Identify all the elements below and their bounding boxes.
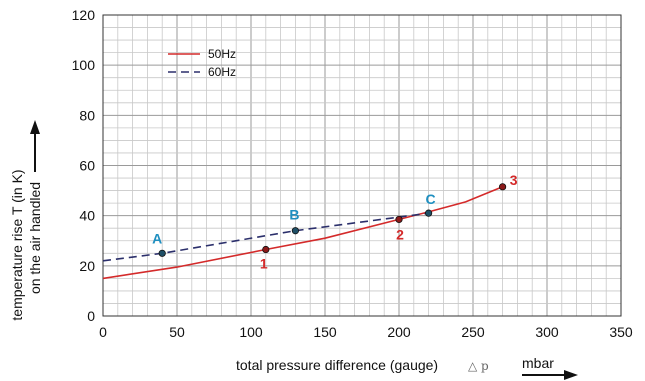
x-tick-label: 50 <box>169 324 185 340</box>
point-label-1: 1 <box>260 256 268 272</box>
point-1 <box>262 245 270 254</box>
point-label-2: 2 <box>396 226 404 242</box>
y-tick-label: 20 <box>79 258 95 274</box>
x-tick-label: 100 <box>239 324 263 340</box>
y-tick-label: 120 <box>72 7 96 23</box>
x-tick-label: 150 <box>313 324 337 340</box>
y-tick-label: 80 <box>79 107 95 123</box>
grid <box>102 14 622 317</box>
point-b <box>291 227 299 235</box>
x-axis-unit: mbar <box>522 355 554 371</box>
x-axis-symbol: △ p <box>468 359 489 373</box>
y-tick-labels: 0 20 40 60 80 100 120 <box>72 7 96 324</box>
x-tick-label: 0 <box>99 324 107 340</box>
y-tick-label: 60 <box>79 158 95 174</box>
point-label-b: B <box>289 207 299 223</box>
x-tick-labels: 0 50 100 150 200 250 300 350 <box>99 324 633 340</box>
x-axis-arrow <box>522 370 578 380</box>
x-tick-label: 350 <box>609 324 633 340</box>
point-label-c: C <box>426 191 436 207</box>
legend-label-50hz: 50Hz <box>208 47 236 61</box>
data-points: A B C 1 2 3 <box>152 172 518 272</box>
y-tick-label: 0 <box>87 308 95 324</box>
point-label-3: 3 <box>510 172 518 188</box>
series-lines <box>102 186 503 280</box>
series-line-60hz <box>102 212 429 262</box>
point-label-a: A <box>152 230 162 246</box>
point-c <box>424 209 433 217</box>
y-tick-label: 40 <box>79 208 95 224</box>
x-axis-title: total pressure difference (gauge) <box>236 357 438 373</box>
point-2 <box>395 215 403 224</box>
point-a <box>158 249 166 257</box>
y-axis-title-line2: on the air handled <box>27 182 43 294</box>
x-tick-label: 200 <box>387 324 411 340</box>
legend: 50Hz 60Hz <box>168 47 236 79</box>
y-axis-arrow <box>30 120 40 172</box>
legend-label-60hz: 60Hz <box>208 65 236 79</box>
x-tick-label: 250 <box>461 324 485 340</box>
series-line-50hz <box>102 186 503 280</box>
x-tick-label: 300 <box>535 324 559 340</box>
plot-frame <box>102 14 622 317</box>
y-tick-label: 100 <box>72 57 96 73</box>
point-3 <box>498 183 507 191</box>
y-axis-title-line1: temperature rise T (in K) <box>9 169 25 320</box>
